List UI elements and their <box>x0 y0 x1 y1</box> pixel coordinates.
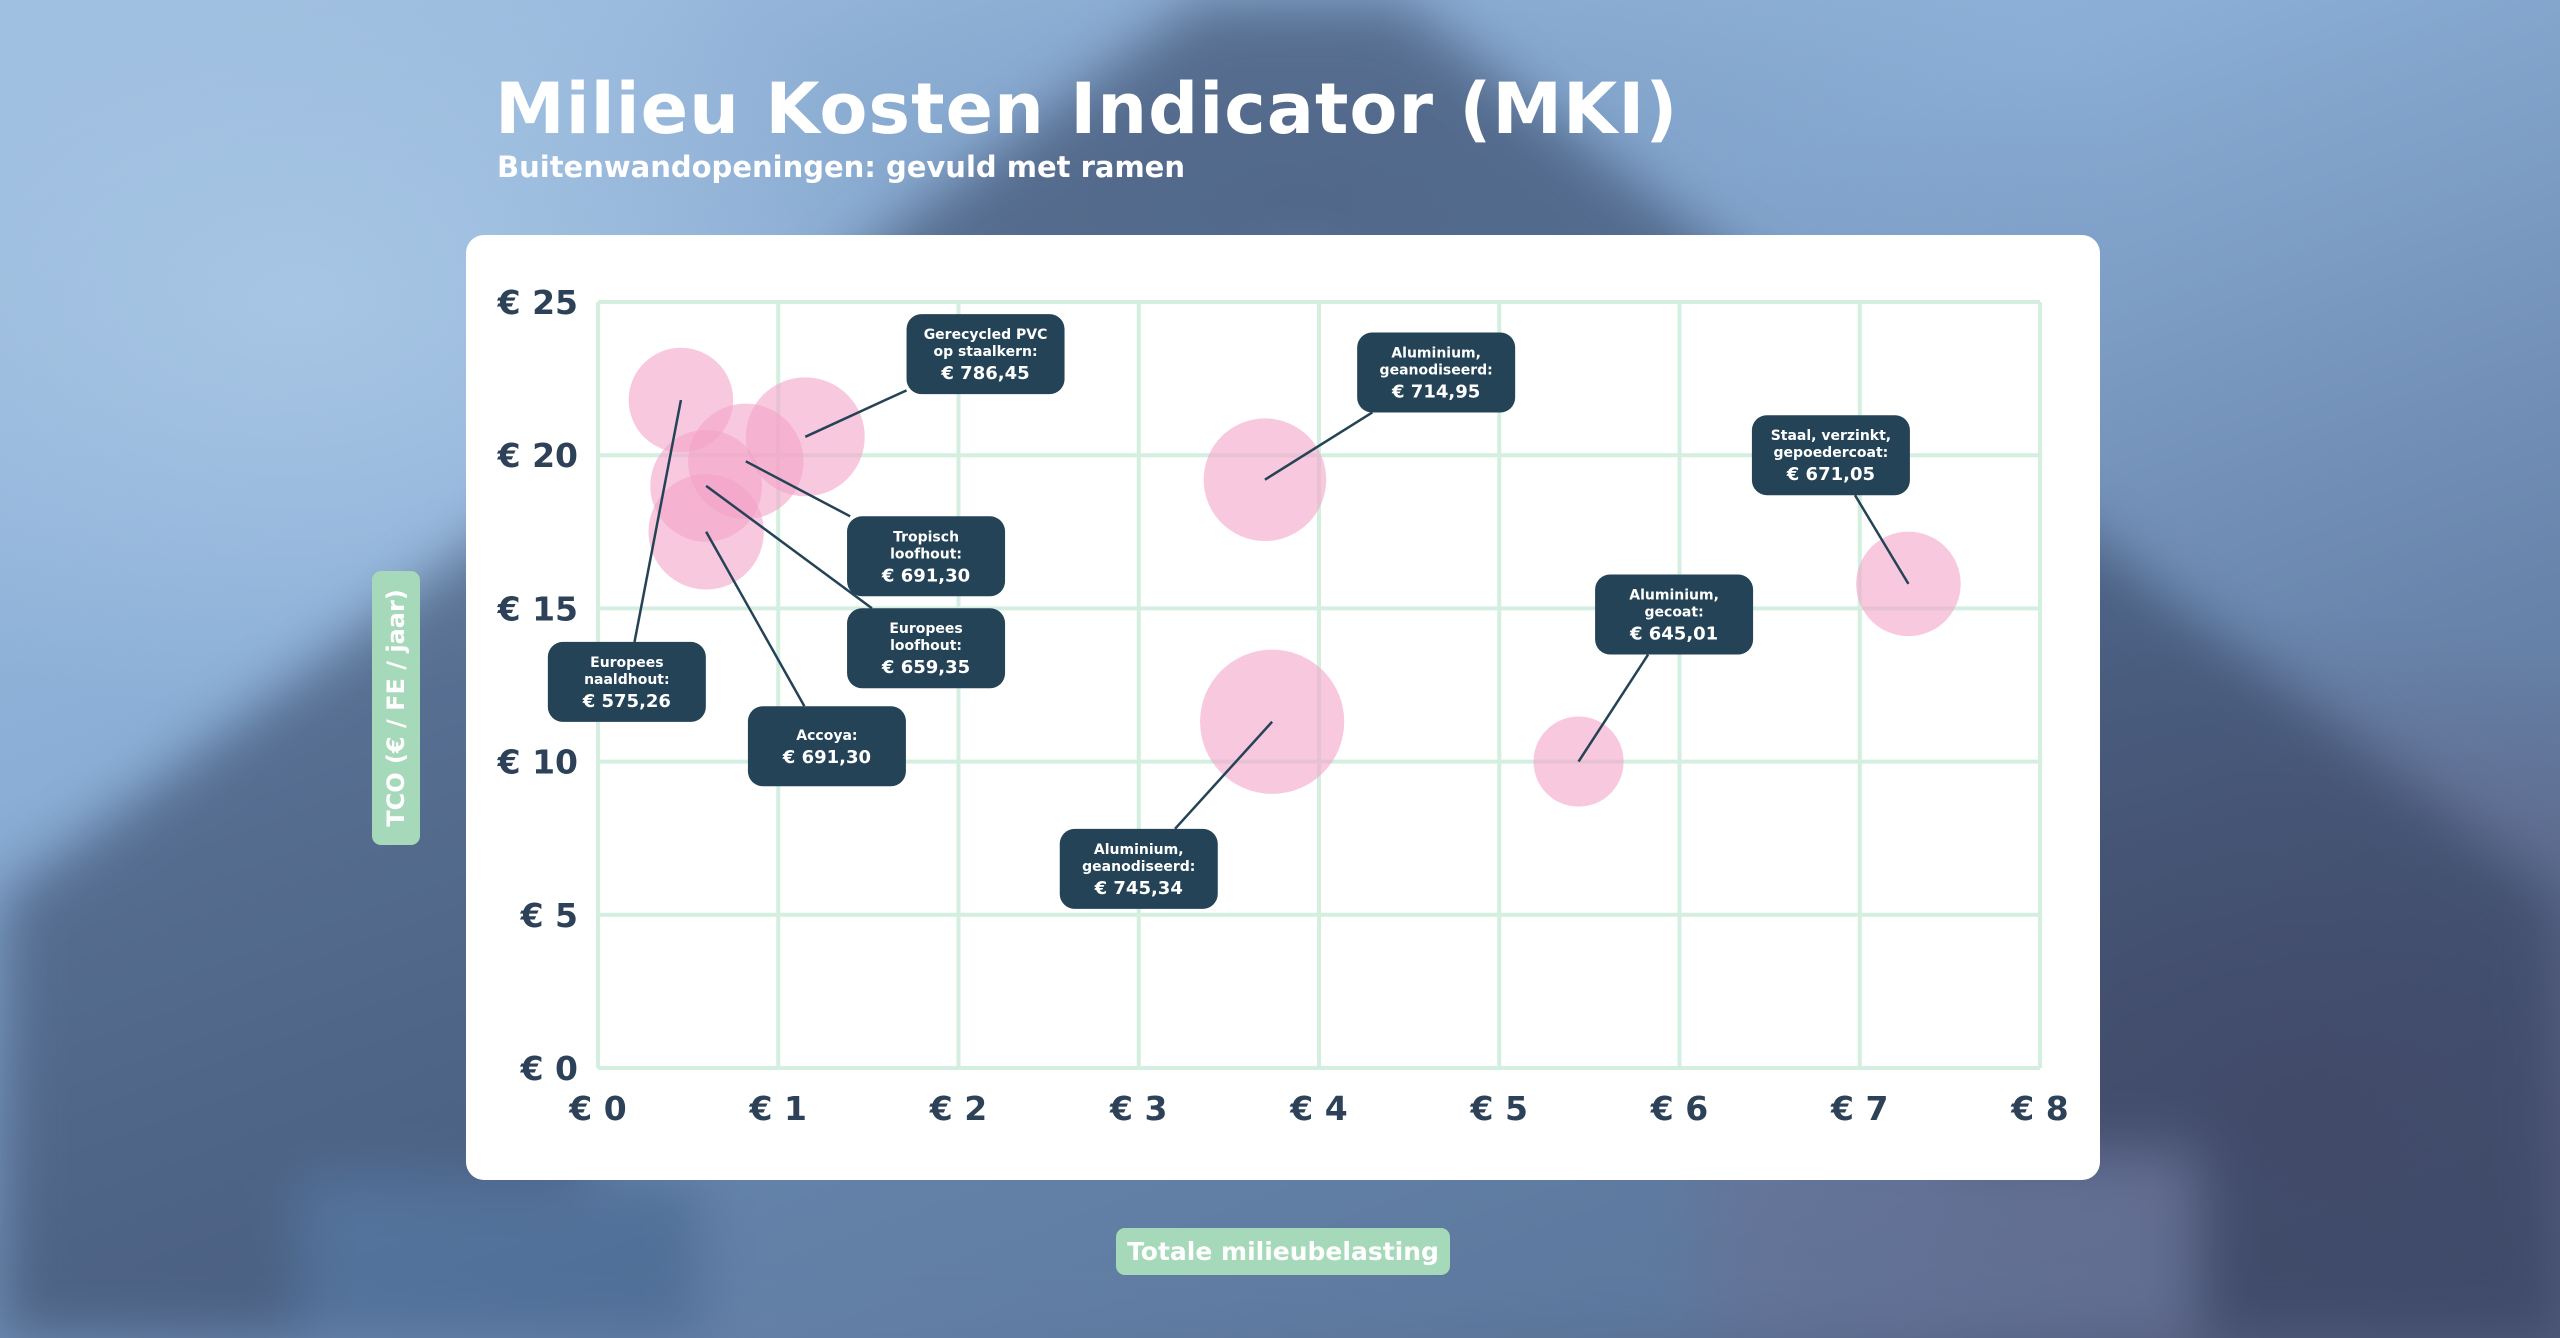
leader-line <box>1577 653 1650 763</box>
data-label-value: € 714,95 <box>1391 381 1480 402</box>
chart-card: € 0 € 1 € 2 € 3 € 4 € 5 € 6 € 7 € 8 € 0 € 5 € 10 € 1… <box>466 235 2100 1180</box>
data-label-value: € 691,30 <box>782 747 871 768</box>
data-label-box <box>1357 332 1516 413</box>
leader-line <box>1174 720 1274 830</box>
data-label-name: gecoat: <box>1645 605 1704 621</box>
data-label-name: Europees <box>590 655 663 671</box>
data-label-box <box>847 608 1006 689</box>
x-axis-title: Totale milieubelasting <box>1116 1228 1450 1275</box>
data-label-name: Gerecycled PVC <box>924 327 1048 343</box>
tick-labels: € 0 € 1 € 2 € 3 € 4 € 5 € 6 € 7 € 8 € 0 € 5 € 10 € 1… <box>497 283 2069 1128</box>
x-tick-label: € 1 <box>749 1089 807 1128</box>
data-label-box <box>1751 415 1910 496</box>
x-tick-label: € 4 <box>1289 1089 1347 1128</box>
scatter-chart: € 0 € 1 € 2 € 3 € 4 € 5 € 6 € 7 € 8 € 0 € 5 € 10 € 1… <box>497 283 2069 1128</box>
page-subtitle: Buitenwandopeningen: gevuld met ramen <box>497 150 1185 184</box>
data-label-name: Aluminium, <box>1391 345 1481 361</box>
leader-line <box>1853 494 1910 585</box>
leader-line <box>745 460 851 518</box>
data-label-name: Staal, verzinkt, <box>1771 428 1891 444</box>
data-label-name: op staalkern: <box>933 344 1037 360</box>
data-label-name: naaldhout: <box>584 672 670 688</box>
data-label-box <box>547 641 706 722</box>
y-tick-label: € 5 <box>520 896 578 935</box>
data-label-name: geanodiseerd: <box>1082 859 1195 875</box>
y-axis-title-text: TCO (€ / FE / jaar) <box>382 589 410 827</box>
data-label-name: Aluminium, <box>1629 588 1719 604</box>
data-label-value: € 659,35 <box>881 657 970 678</box>
data-label-value: € 575,26 <box>582 691 671 712</box>
data-label: Staal, verzinkt,gepoedercoat: € 671,05 <box>1751 415 1910 496</box>
data-label-value: € 691,30 <box>881 565 970 586</box>
data-bubble <box>1200 649 1345 794</box>
data-label: Accoya: € 691,30 <box>747 706 906 787</box>
y-tick-label: € 15 <box>497 589 578 628</box>
data-label-name: gepoedercoat: <box>1774 445 1889 461</box>
y-tick-label: € 25 <box>497 283 578 322</box>
x-tick-label: € 3 <box>1109 1089 1167 1128</box>
data-label-name: loofhout: <box>890 546 962 562</box>
x-tick-label: € 6 <box>1650 1089 1708 1128</box>
data-label-name: Tropisch <box>893 529 959 545</box>
x-tick-label: € 7 <box>1830 1089 1888 1128</box>
page-title: Milieu Kosten Indicator (MKI) <box>495 68 1679 150</box>
y-axis-title: TCO (€ / FE / jaar) <box>372 571 420 845</box>
leader-line <box>804 389 908 438</box>
leader-line <box>633 399 683 643</box>
x-tick-label: € 8 <box>2010 1089 2068 1128</box>
data-label-box <box>1059 828 1218 909</box>
data-label: Aluminium,geanodiseerd: € 714,95 <box>1357 332 1516 413</box>
data-label-value: € 786,45 <box>940 363 1029 384</box>
y-tick-label: € 10 <box>497 743 578 782</box>
x-tick-label: € 2 <box>929 1089 987 1128</box>
data-label-box <box>906 314 1065 395</box>
x-tick-label: € 0 <box>568 1089 626 1128</box>
y-tick-label: € 0 <box>520 1049 578 1088</box>
data-label-name: geanodiseerd: <box>1380 362 1493 378</box>
leader-line <box>1264 411 1373 481</box>
x-tick-label: € 5 <box>1470 1089 1528 1128</box>
data-label-box <box>847 516 1006 597</box>
data-label-name: Europees <box>889 621 962 637</box>
data-label-name: Aluminium, <box>1094 842 1184 858</box>
leader-lines <box>633 389 1910 830</box>
data-label-value: € 671,05 <box>1786 464 1875 485</box>
data-label: Aluminium,gecoat: € 645,01 <box>1595 574 1754 655</box>
leader-line <box>705 531 806 707</box>
data-label-value: € 645,01 <box>1629 624 1718 645</box>
data-label-value: € 745,34 <box>1094 878 1183 899</box>
data-label-box <box>747 706 906 787</box>
data-label-box <box>1595 574 1754 655</box>
leader-line <box>705 484 873 610</box>
y-tick-label: € 20 <box>497 436 578 475</box>
data-label-name: Accoya: <box>796 728 857 744</box>
data-label-name: loofhout: <box>890 638 962 654</box>
data-label: Aluminium,geanodiseerd: € 745,34 <box>1059 828 1218 909</box>
